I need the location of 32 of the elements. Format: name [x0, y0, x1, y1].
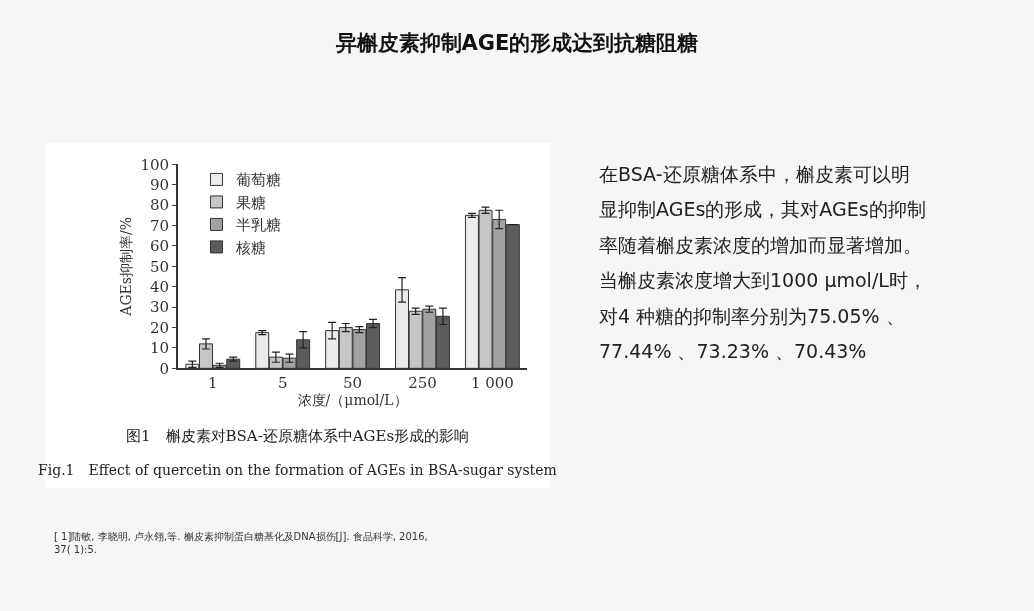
- legend-label: 果糖: [236, 193, 267, 212]
- caption: Fig.1 Effect of quercetin on the formation of AGEs in BSA-sugar system: [38, 462, 557, 478]
- y-tick-label: 50: [150, 257, 170, 276]
- text: 率随着槲皮素浓度的增加而显著增加。: [599, 234, 922, 256]
- y-tick-label: 80: [150, 196, 170, 215]
- x-tick-label: 1: [208, 374, 218, 393]
- x-tick-label: 250: [408, 374, 437, 393]
- x-tick-label: 1 000: [470, 374, 514, 393]
- legend-label: 葡萄糖: [236, 171, 282, 190]
- x-axis-title: 浓度/（μmol/L）: [297, 392, 408, 409]
- y-tick-label: 70: [150, 216, 170, 235]
- y-tick-label: 90: [150, 176, 170, 195]
- legend-label: 核糖: [235, 238, 267, 257]
- text: 对4 种糖的抑制率分别为75.05% 、: [599, 305, 905, 327]
- text: [ 1]陆敏, 李晓明, 卢永翎,等. 槲皮素抑制蛋白糖基化及DNA损伤[J]. 食品科学, 2016, 37( 1):5.: [54, 531, 428, 555]
- text: 77.44% 、73.23% 、70.43%: [599, 340, 867, 362]
- x-tick-label: 5: [277, 374, 288, 393]
- text: 显抑制AGEs的形成，其对AGEs的抑制: [599, 198, 926, 220]
- y-axis-title: AGEs抑制率/%: [117, 217, 134, 317]
- y-tick-label: 20: [150, 318, 170, 337]
- caption: 图1 槲皮素对BSA-还原糖体系中AGEs形成的影响: [126, 427, 470, 445]
- x-tick-label: 50: [343, 374, 363, 393]
- text: 当槲皮素浓度增大到1000 μmol/L时，: [599, 269, 927, 291]
- y-tick-label: 0: [159, 359, 170, 378]
- y-tick-label: 30: [150, 298, 170, 317]
- y-tick-label: 40: [150, 278, 170, 297]
- legend-label: 半乳糖: [236, 216, 282, 235]
- y-tick-label: 100: [140, 155, 170, 174]
- chart-title: 异槲皮素抑制AGE的形成达到抗糖阻糖: [334, 31, 699, 56]
- text: 在BSA-还原糖体系中，槲皮素可以明: [599, 163, 910, 185]
- y-tick-label: 60: [150, 237, 170, 256]
- y-tick-label: 10: [150, 339, 170, 358]
